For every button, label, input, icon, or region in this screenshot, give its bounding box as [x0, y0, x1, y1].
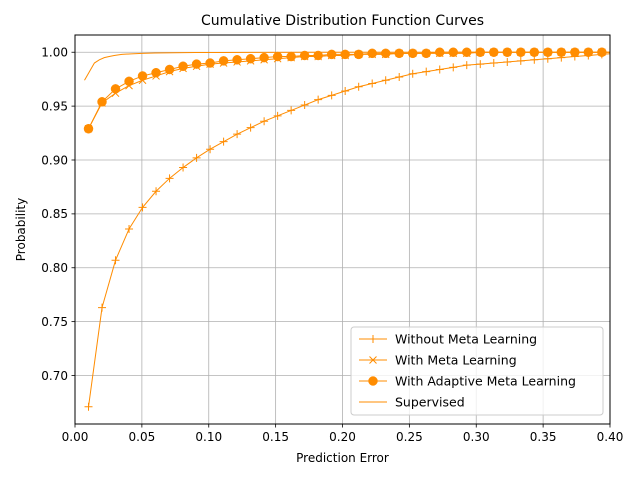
data-point [462, 61, 471, 70]
legend-label: Without Meta Learning [395, 332, 537, 347]
data-point [83, 123, 94, 134]
data-point [111, 256, 120, 265]
legend-item: With Meta Learning [359, 353, 517, 368]
legend-label: Supervised [395, 395, 465, 410]
data-point [138, 203, 147, 212]
data-point [313, 50, 323, 61]
y-tick-label: 1.00 [41, 46, 68, 60]
data-point [421, 48, 431, 59]
y-tick-label: 0.75 [41, 315, 68, 329]
data-point [449, 63, 458, 72]
data-point [151, 67, 161, 78]
data-point [233, 130, 242, 139]
data-point [178, 61, 188, 71]
y-tick-label: 0.85 [41, 207, 68, 221]
data-point [84, 402, 93, 411]
legend: Without Meta Learning With Meta Learning W… [350, 326, 604, 416]
data-point [192, 153, 201, 162]
legend-marker [368, 376, 378, 386]
data-point [179, 163, 188, 172]
data-point [381, 76, 390, 85]
data-point [260, 117, 269, 126]
data-point [354, 82, 363, 91]
legend-label: With Meta Learning [395, 353, 517, 368]
data-point [191, 59, 202, 69]
data-point [435, 65, 444, 74]
data-point [287, 106, 296, 115]
y-tick-label: 0.90 [41, 153, 68, 167]
data-point [164, 64, 175, 75]
data-point [124, 76, 134, 87]
data-point [314, 95, 323, 104]
x-tick-label: 0.40 [597, 430, 624, 444]
data-point [137, 71, 148, 81]
series-line [88, 53, 610, 407]
x-tick-label: 0.25 [396, 430, 423, 444]
data-point [367, 48, 377, 59]
data-point [380, 48, 391, 59]
data-point [422, 67, 431, 76]
legend-box [350, 326, 604, 416]
data-point [259, 52, 269, 63]
data-point [530, 55, 539, 64]
data-point [98, 303, 107, 312]
legend-item: With Adaptive Meta Learning [359, 374, 576, 389]
data-point [125, 224, 134, 233]
data-point [300, 101, 309, 110]
data-point [110, 84, 121, 94]
x-tick-label: 0.00 [62, 430, 89, 444]
x-tick-label: 0.20 [329, 430, 356, 444]
series-layer [83, 47, 610, 411]
y-tick-label: 0.95 [41, 99, 68, 113]
series-supervised [84, 51, 610, 81]
data-point [299, 50, 310, 61]
data-point [165, 174, 174, 183]
y-axis-label: Probability [14, 198, 28, 261]
data-point [408, 69, 417, 78]
data-point [395, 73, 404, 82]
x-tick-label: 0.30 [463, 430, 490, 444]
data-point [206, 145, 215, 154]
data-point [286, 51, 296, 62]
data-point [272, 51, 283, 62]
data-point [341, 87, 350, 96]
x-tick-label: 0.10 [195, 430, 222, 444]
data-point [97, 97, 107, 107]
data-point [219, 137, 228, 146]
y-axis: 0.70 0.75 0.80 0.85 0.90 0.95 1.00 [41, 46, 75, 383]
data-point [246, 123, 255, 132]
legend-item: Supervised [359, 395, 465, 410]
x-axis-label: Prediction Error [296, 451, 389, 465]
legend-label: With Adaptive Meta Learning [395, 374, 576, 389]
x-axis: 0.00 0.05 0.10 0.15 0.20 0.25 0.30 0.35 0.40 [62, 424, 624, 444]
data-point [340, 49, 350, 60]
data-point [503, 57, 512, 66]
legend-item: Without Meta Learning [359, 332, 537, 347]
data-point [368, 79, 377, 88]
data-point [476, 60, 485, 69]
data-point [353, 49, 364, 60]
data-point [205, 58, 215, 68]
x-tick-label: 0.35 [530, 430, 557, 444]
data-point [232, 55, 242, 65]
y-tick-label: 0.80 [41, 261, 68, 275]
data-point [407, 48, 418, 59]
chart-title: Cumulative Distribution Function Curves [201, 13, 484, 29]
data-point [152, 187, 161, 196]
data-point [273, 111, 282, 120]
x-tick-label: 0.15 [262, 430, 289, 444]
y-tick-label: 0.70 [41, 369, 68, 383]
x-tick-label: 0.05 [129, 430, 156, 444]
series-line [84, 51, 610, 81]
data-point [327, 91, 336, 100]
data-point [394, 48, 404, 59]
data-point [489, 59, 498, 68]
data-point [245, 53, 256, 64]
data-point [516, 56, 525, 65]
data-point [218, 56, 229, 66]
data-point [326, 49, 337, 60]
legend-marker [369, 335, 377, 343]
legend-marker [369, 356, 377, 364]
